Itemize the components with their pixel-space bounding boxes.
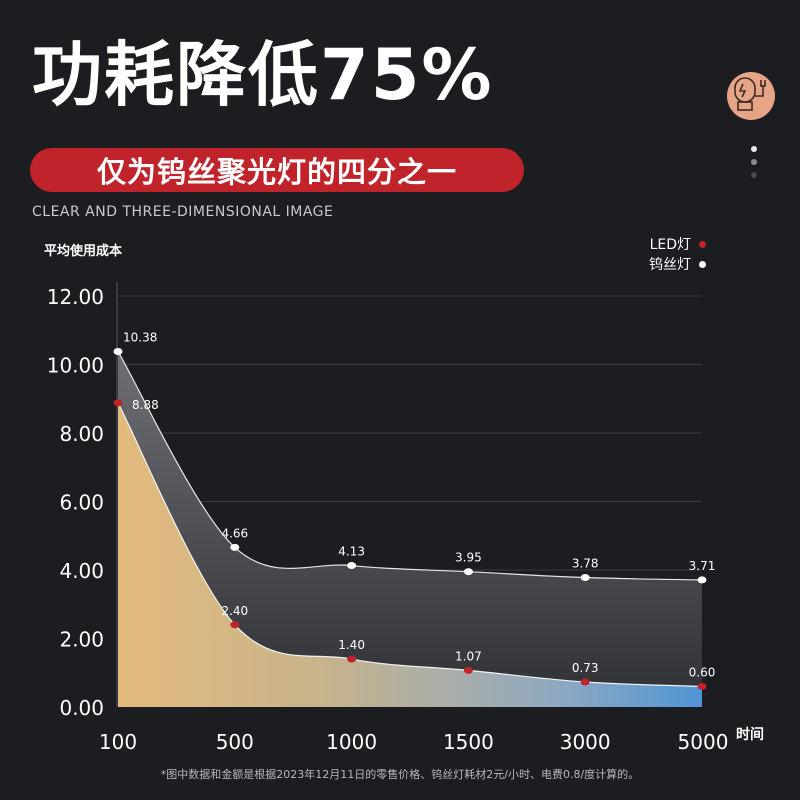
page-dot[interactable] <box>751 172 757 178</box>
y-tick-label: 6.00 <box>59 491 104 515</box>
data-label-led: 2.40 <box>221 604 248 618</box>
point-tungsten <box>230 543 240 551</box>
data-label-led: 8.88 <box>132 398 159 412</box>
y-tick-label: 0.00 <box>59 696 104 720</box>
subheadline-ribbon: 仅为钨丝聚光灯的四分之一 <box>30 148 524 192</box>
y-tick-label: 10.00 <box>47 354 104 378</box>
point-led <box>580 678 590 686</box>
energy-saving-bulb-icon <box>727 72 775 120</box>
footnote: *图中数据和金额是根据2023年12月11日的零售价格、钨丝灯耗材2元/小时、电… <box>160 768 640 781</box>
area-tungsten <box>118 351 702 707</box>
x-tick-label: 1000 <box>326 730 377 754</box>
headline: 功耗降低75% <box>32 34 494 116</box>
x-axis-title: 时间 <box>736 726 764 743</box>
page-dot[interactable] <box>751 159 757 165</box>
point-led <box>347 655 357 663</box>
y-tick-label: 8.00 <box>59 422 104 446</box>
point-tungsten <box>463 568 473 576</box>
data-label-tungsten: 10.38 <box>123 330 157 344</box>
data-label-tungsten: 4.66 <box>221 526 248 540</box>
legend-item-led: LED灯 <box>649 234 706 254</box>
point-tungsten <box>113 347 123 355</box>
data-label-led: 0.73 <box>572 661 599 675</box>
data-label-tungsten: 3.95 <box>455 551 482 565</box>
y-tick-label: 2.00 <box>59 628 104 652</box>
x-tick-label: 100 <box>99 730 137 754</box>
page-dot[interactable] <box>751 146 757 152</box>
legend-dot-led <box>699 240 706 248</box>
y-axis-title: 平均使用成本 <box>44 244 123 259</box>
data-label-led: 1.40 <box>338 638 365 652</box>
legend: LED灯 钨丝灯 <box>649 234 706 274</box>
data-label-tungsten: 3.71 <box>689 559 716 573</box>
legend-item-tungsten: 钨丝灯 <box>649 254 706 274</box>
area-led <box>118 402 702 707</box>
point-tungsten <box>697 576 707 584</box>
x-tick-label: 500 <box>216 730 254 754</box>
point-led <box>230 621 240 629</box>
x-tick-label: 3000 <box>560 730 611 754</box>
y-tick-label: 4.00 <box>59 559 104 583</box>
legend-label-led: LED灯 <box>649 237 691 253</box>
ribbon-text: 仅为钨丝聚光灯的四分之一 <box>96 155 457 189</box>
point-led <box>463 666 473 674</box>
x-tick-label: 5000 <box>678 730 729 754</box>
page-indicator <box>751 146 759 185</box>
x-tick-label: 1500 <box>443 730 494 754</box>
point-tungsten <box>347 562 357 570</box>
point-led <box>113 399 123 407</box>
legend-label-tungsten: 钨丝灯 <box>649 257 691 273</box>
point-tungsten <box>580 574 590 582</box>
data-label-led: 1.07 <box>455 649 482 663</box>
y-tick-label: 12.00 <box>47 285 104 309</box>
legend-dot-tungsten <box>699 260 706 268</box>
data-label-tungsten: 3.78 <box>572 557 599 571</box>
data-label-led: 0.60 <box>689 665 716 679</box>
subtitle: CLEAR AND THREE-DIMENSIONAL IMAGE <box>32 204 334 220</box>
point-led <box>697 682 707 690</box>
data-label-tungsten: 4.13 <box>338 545 365 559</box>
